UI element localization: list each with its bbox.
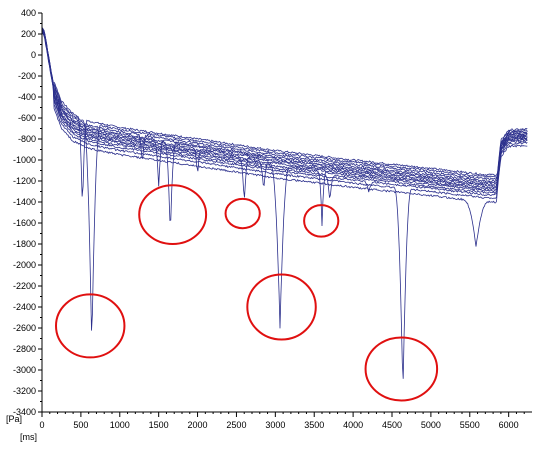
pressure-trace <box>41 32 528 247</box>
x-tick-label: 2500 <box>226 420 246 430</box>
pressure-trace <box>41 27 528 331</box>
y-tick-label: -2800 <box>13 344 36 354</box>
y-tick-label: -3200 <box>13 386 36 396</box>
highlight-circle <box>138 184 208 246</box>
pressure-trace <box>41 31 528 196</box>
y-tick-label: -600 <box>18 113 36 123</box>
x-tick-label: 5500 <box>460 420 480 430</box>
x-unit-label: [ms] <box>20 432 37 442</box>
y-tick-label: -1200 <box>13 176 36 186</box>
y-tick-label: 0 <box>31 50 36 60</box>
y-tick-label: -200 <box>18 71 36 81</box>
highlighted-events <box>55 184 439 402</box>
pressure-traces <box>41 27 528 379</box>
y-unit-label: [Pa] <box>6 414 22 424</box>
x-tick-label: 4500 <box>382 420 402 430</box>
x-tick-label: 1500 <box>149 420 169 430</box>
y-tick-label: 400 <box>21 8 36 18</box>
y-tick-label: 200 <box>21 29 36 39</box>
pressure-trace <box>41 28 528 187</box>
y-tick-label: -2600 <box>13 323 36 333</box>
pressure-trace <box>41 30 528 198</box>
x-tick-label: 500 <box>73 420 88 430</box>
y-tick-label: -3400 <box>13 407 36 417</box>
y-tick-label: -1400 <box>13 197 36 207</box>
pressure-trace <box>41 27 528 181</box>
pressure-trace <box>41 27 528 197</box>
y-tick-label: -2200 <box>13 281 36 291</box>
y-tick-label: -800 <box>18 134 36 144</box>
pressure-trace <box>41 29 528 329</box>
x-tick-label: 1000 <box>110 420 130 430</box>
highlight-circle <box>246 273 317 341</box>
pressure-trace <box>41 28 528 221</box>
y-tick-label: -3000 <box>13 365 36 375</box>
y-tick-label: -2000 <box>13 260 36 270</box>
pressure-trace <box>41 29 528 198</box>
highlight-circle <box>224 197 261 230</box>
y-tick-label: -1800 <box>13 239 36 249</box>
highlight-circle <box>55 293 126 359</box>
pressure-trace <box>41 32 528 379</box>
y-tick-label: -1600 <box>13 218 36 228</box>
y-tick-label: -400 <box>18 92 36 102</box>
x-tick-label: 4000 <box>343 420 363 430</box>
y-tick-label: -1000 <box>13 155 36 165</box>
pressure-trace <box>41 29 528 189</box>
y-axis: 400 200 0 -200 -400 -600 -800 -1000 -1200 -1400 -1… <box>13 8 43 417</box>
x-tick-label: 6000 <box>499 420 519 430</box>
highlight-circle <box>364 336 439 402</box>
highlight-circle <box>303 204 340 238</box>
x-tick-label: 2000 <box>188 420 208 430</box>
y-tick-label: -2400 <box>13 302 36 312</box>
x-tick-label: 5000 <box>421 420 441 430</box>
x-tick-label: 0 <box>39 420 44 430</box>
x-tick-label: 3500 <box>304 420 324 430</box>
x-tick-label: 3000 <box>265 420 285 430</box>
pressure-trace <box>41 29 528 186</box>
x-axis: 0 500 1000 1500 2000 2500 3000 3500 4000 4500 5000… <box>39 411 532 430</box>
pressure-trace <box>41 29 528 227</box>
